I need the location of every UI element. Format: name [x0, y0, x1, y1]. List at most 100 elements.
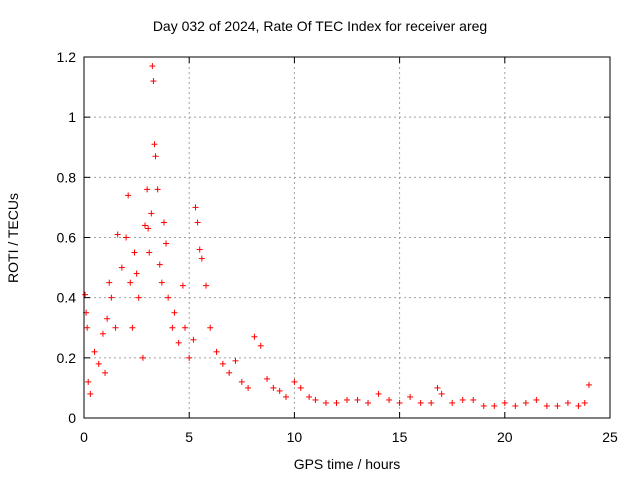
x-tick-label: 25 — [602, 429, 618, 445]
data-point — [194, 219, 201, 226]
data-point — [581, 399, 588, 406]
data-point — [575, 402, 582, 409]
data-point — [127, 279, 134, 286]
data-point — [114, 231, 121, 238]
data-point — [207, 324, 214, 331]
data-point — [396, 399, 403, 406]
data-point — [142, 222, 149, 229]
data-point — [87, 390, 94, 397]
data-point — [417, 399, 424, 406]
data-point — [175, 339, 182, 346]
data-point — [276, 387, 283, 394]
data-point — [232, 357, 239, 364]
data-point — [312, 396, 319, 403]
data-point — [386, 396, 393, 403]
y-axis-label: ROTI / TECUs — [5, 193, 21, 283]
x-tick-label: 20 — [497, 429, 513, 445]
data-point — [365, 399, 372, 406]
y-tick-label: 1.2 — [57, 49, 77, 65]
y-tick-label: 0.6 — [57, 230, 77, 246]
data-point — [564, 399, 571, 406]
data-point — [407, 393, 414, 400]
data-point — [226, 369, 233, 376]
data-point — [257, 342, 264, 349]
data-point — [169, 324, 176, 331]
data-point — [344, 396, 350, 403]
data-point — [282, 393, 289, 400]
data-point — [238, 378, 245, 385]
data-point — [264, 375, 271, 382]
data-point — [133, 270, 140, 277]
data-point — [145, 225, 152, 232]
y-tick-label: 1 — [68, 109, 76, 125]
x-tick-label: 15 — [392, 429, 408, 445]
data-point — [104, 315, 111, 322]
data-point — [428, 399, 435, 406]
data-point — [106, 279, 113, 286]
data-point — [203, 282, 210, 289]
data-point — [163, 240, 170, 247]
data-point — [95, 360, 102, 367]
data-point — [152, 153, 159, 160]
data-point — [554, 402, 561, 409]
data-point — [118, 264, 125, 271]
data-point — [438, 390, 445, 397]
x-tick-label: 0 — [80, 429, 88, 445]
data-point — [112, 324, 119, 331]
data-point — [135, 294, 142, 301]
grid-lines — [84, 57, 610, 418]
data-point — [480, 402, 487, 409]
data-point — [522, 399, 529, 406]
data-point — [192, 204, 199, 211]
data-point — [84, 324, 91, 331]
data-point — [123, 234, 130, 241]
data-point — [160, 219, 167, 226]
data-point — [102, 369, 109, 376]
data-point — [297, 384, 304, 391]
data-point — [543, 402, 550, 409]
chart-title: Day 032 of 2024, Rate Of TEC Index for r… — [152, 18, 488, 34]
data-point — [333, 399, 340, 406]
data-point — [449, 399, 456, 406]
x-tick-label: 5 — [185, 429, 193, 445]
data-point — [154, 186, 161, 193]
data-point — [91, 348, 98, 355]
data-point — [306, 393, 313, 400]
data-point — [148, 210, 155, 217]
data-point — [149, 63, 156, 70]
data-point — [533, 396, 540, 403]
data-point — [190, 336, 197, 343]
plot-frame — [83, 56, 611, 419]
data-point — [156, 261, 163, 268]
data-point — [85, 378, 92, 385]
data-point — [291, 378, 298, 385]
data-point — [196, 246, 203, 253]
data-point — [150, 78, 157, 85]
data-point — [165, 294, 172, 301]
data-point — [129, 324, 136, 331]
data-point — [198, 255, 205, 262]
data-point — [179, 282, 186, 289]
data-point — [146, 249, 153, 256]
data-point — [434, 384, 441, 391]
y-tick-label: 0.8 — [57, 169, 77, 185]
data-point — [108, 294, 115, 301]
data-point — [213, 348, 220, 355]
x-axis-label: GPS time / hours — [293, 456, 401, 472]
data-point — [354, 396, 361, 403]
data-point — [181, 324, 188, 331]
data-point — [219, 360, 226, 367]
data-point — [158, 279, 165, 286]
data-point — [125, 192, 132, 199]
data-point — [99, 330, 106, 337]
data-points — [82, 63, 592, 409]
data-point — [131, 249, 138, 256]
y-tick-label: 0 — [68, 410, 76, 426]
y-tick-label: 0.2 — [57, 350, 77, 366]
data-point — [251, 333, 258, 340]
data-point — [512, 402, 519, 409]
data-point — [491, 402, 498, 409]
data-point — [151, 141, 158, 148]
y-tick-label: 0.4 — [57, 290, 77, 306]
